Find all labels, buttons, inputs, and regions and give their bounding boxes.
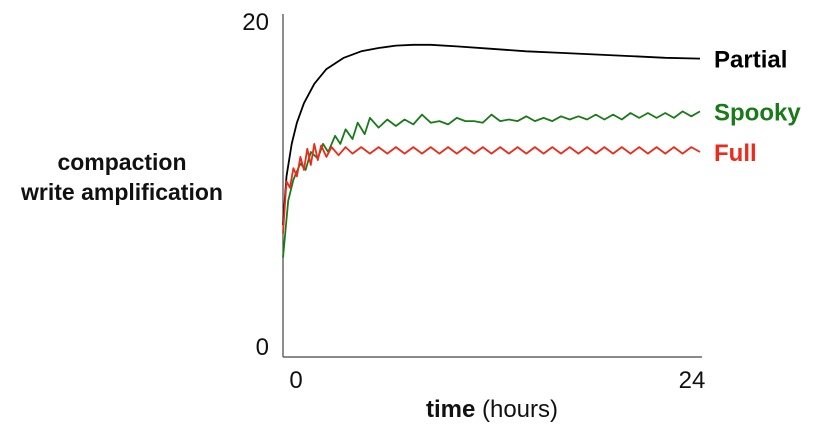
series-line-partial (282, 43, 701, 226)
x-tick-label: 24 (679, 367, 706, 394)
y-tick-label: 20 (242, 9, 269, 36)
y-axis-label-line-1: compaction (57, 149, 186, 175)
series-label-partial: Partial (714, 47, 787, 74)
series-line-full (282, 143, 701, 234)
series-labels: Partial Spooky Full (714, 47, 801, 167)
y-tick-label: 0 (256, 334, 269, 361)
x-axis-label-bold: time (426, 396, 475, 423)
x-tick-label: 0 (289, 367, 302, 394)
series-label-full: Full (714, 140, 757, 167)
series-label-spooky: Spooky (714, 99, 801, 126)
x-axis-label: time (hours) (426, 396, 558, 423)
y-axis-label-line-2: write amplification (20, 179, 223, 205)
tick-labels: 0 20 0 24 (242, 9, 705, 394)
series-line-spooky (282, 110, 701, 258)
x-axis-label-unit: (hours) (475, 396, 558, 423)
series-lines (282, 43, 701, 258)
